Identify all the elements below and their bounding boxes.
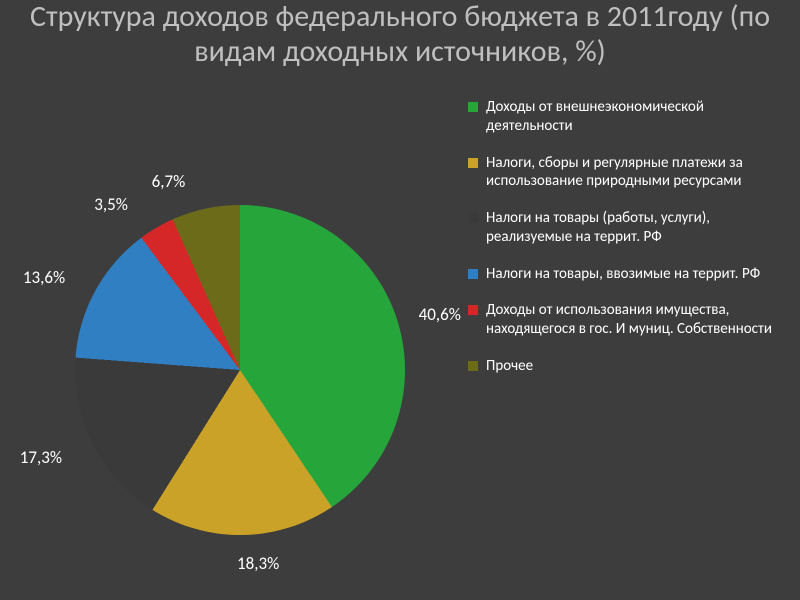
pie-slice-label: 13,6% (23, 267, 65, 288)
legend-label: Доходы от использования имущества, наход… (486, 301, 786, 339)
pie-chart: 40,6%18,3%17,3%13,6%3,5%6,7% (20, 150, 460, 570)
legend-label: Налоги на товары, ввозимые на террит. РФ (486, 265, 760, 284)
legend-item: Доходы от использования имущества, наход… (468, 301, 786, 339)
pie-slice-label: 6,7% (152, 171, 186, 192)
legend-swatch (468, 102, 478, 112)
legend-label: Налоги, сборы и регулярные платежи за ис… (486, 154, 786, 192)
slide-title: Структура доходов федерального бюджета в… (0, 0, 800, 69)
legend-swatch (468, 269, 478, 279)
pie-slice-label: 40,6% (419, 304, 461, 325)
legend-item: Доходы от внешнеэкономической деятельнос… (468, 98, 786, 136)
slide: Структура доходов федерального бюджета в… (0, 0, 800, 600)
legend-item: Налоги на товары (работы, услуги), реали… (468, 209, 786, 247)
pie-slice-label: 3,5% (94, 194, 128, 215)
legend-item: Налоги, сборы и регулярные платежи за ис… (468, 154, 786, 192)
legend-item: Прочее (468, 357, 786, 376)
legend-label: Налоги на товары (работы, услуги), реали… (486, 209, 786, 247)
legend-swatch (468, 158, 478, 168)
legend-swatch (468, 213, 478, 223)
pie-graphic (75, 205, 405, 535)
legend-swatch (468, 361, 478, 371)
pie-slice-label: 17,3% (20, 447, 62, 468)
legend-item: Налоги на товары, ввозимые на террит. РФ (468, 265, 786, 284)
legend-label: Прочее (486, 357, 533, 376)
pie-slice-label: 18,3% (237, 553, 279, 574)
legend: Доходы от внешнеэкономической деятельнос… (468, 98, 786, 394)
legend-label: Доходы от внешнеэкономической деятельнос… (486, 98, 786, 136)
legend-swatch (468, 305, 478, 315)
